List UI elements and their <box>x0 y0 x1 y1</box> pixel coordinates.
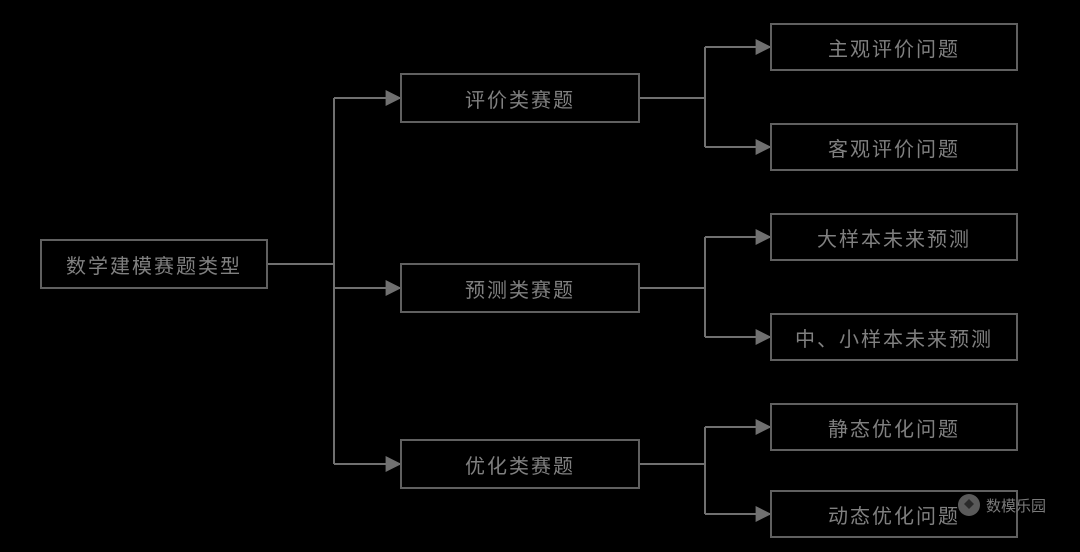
node-cat1: 评价类赛题 <box>400 73 640 123</box>
node-leaf22: 中、小样本未来预测 <box>770 313 1018 361</box>
node-cat3: 优化类赛题 <box>400 439 640 489</box>
watermark: 数模乐园 <box>958 494 1046 516</box>
wechat-icon <box>958 494 980 516</box>
diagram-canvas: 数学建模赛题类型 评价类赛题预测类赛题优化类赛题 主观评价问题客观评价问题大样本未来… <box>0 0 1080 552</box>
node-leaf31: 静态优化问题 <box>770 403 1018 451</box>
node-leaf11: 主观评价问题 <box>770 23 1018 71</box>
watermark-text: 数模乐园 <box>986 495 1046 516</box>
node-leaf21: 大样本未来预测 <box>770 213 1018 261</box>
node-root: 数学建模赛题类型 <box>40 239 268 289</box>
node-cat2: 预测类赛题 <box>400 263 640 313</box>
node-leaf12: 客观评价问题 <box>770 123 1018 171</box>
